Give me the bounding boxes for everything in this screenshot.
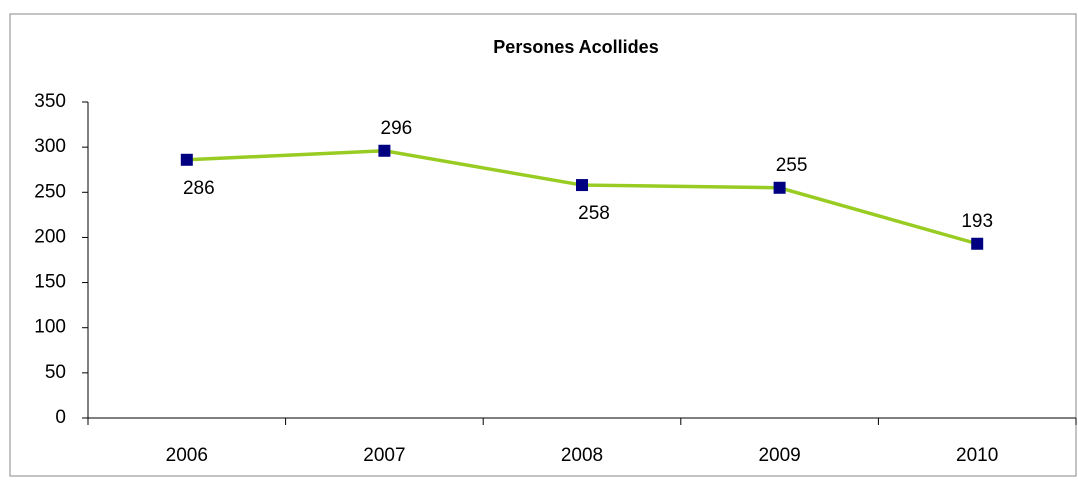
- marker: [773, 181, 786, 194]
- x-tick-label: 2009: [758, 445, 800, 466]
- chart-title: Persones Acollides: [493, 37, 658, 57]
- data-label: 296: [381, 118, 413, 139]
- y-tick-label: 0: [55, 407, 66, 428]
- y-tick-label: 250: [34, 181, 66, 202]
- chart-frame: [9, 13, 1077, 477]
- data-label: 258: [578, 203, 610, 224]
- y-tick-label: 50: [45, 362, 66, 383]
- marker: [971, 237, 984, 250]
- marker: [576, 179, 588, 192]
- marker: [378, 144, 391, 157]
- data-label: 193: [961, 211, 993, 232]
- x-tick-label: 2010: [956, 445, 998, 466]
- marker: [180, 153, 193, 166]
- x-tick-label: 2007: [363, 445, 405, 466]
- data-label: 255: [776, 155, 808, 176]
- y-tick-label: 150: [34, 272, 66, 293]
- y-tick-label: 200: [34, 226, 66, 247]
- x-tick-label: 2008: [561, 445, 603, 466]
- y-tick-label: 100: [34, 317, 66, 338]
- y-tick-label: 350: [34, 91, 66, 112]
- data-label: 286: [183, 178, 215, 199]
- y-tick-label: 300: [34, 136, 66, 157]
- x-tick-label: 2006: [166, 445, 208, 466]
